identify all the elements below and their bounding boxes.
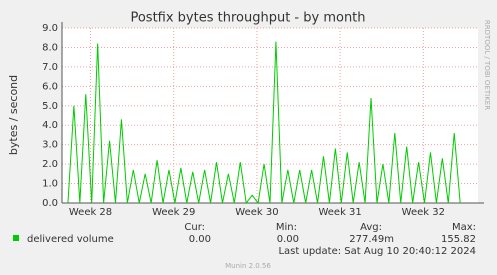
stat-header: Max: xyxy=(452,222,476,233)
stat-value: 0.00 xyxy=(277,234,299,245)
data-line xyxy=(67,41,461,205)
y-tick-label: 0.0 xyxy=(42,198,58,209)
y-tick-label: 6.0 xyxy=(42,81,58,92)
y-tick-label: 4.0 xyxy=(42,120,58,131)
legend-swatch xyxy=(13,235,19,241)
plot-area xyxy=(62,28,478,203)
stat-value: 0.00 xyxy=(189,234,211,245)
y-axis-label: bytes / second xyxy=(7,75,20,155)
chart-title: Postfix bytes throughput - by month xyxy=(130,11,365,26)
x-tick-label: Week 31 xyxy=(318,207,361,218)
footer: Munin 2.0.56 xyxy=(225,262,271,270)
side-label: RRDTOOL / TOBI OETIKER xyxy=(483,20,491,110)
stat-header: Min: xyxy=(276,222,297,233)
last-update: Last update: Sat Aug 10 20:40:12 2024 xyxy=(278,246,476,257)
y-tick-label: 3.0 xyxy=(42,140,58,151)
stat-header: Cur: xyxy=(184,222,205,233)
stat-value: 277.49m xyxy=(349,234,394,245)
y-tick-label: 5.0 xyxy=(42,101,58,112)
x-tick-label: Week 28 xyxy=(69,207,112,218)
y-tick-label: 7.0 xyxy=(42,62,58,73)
y-tick-label: 8.0 xyxy=(42,42,58,53)
y-tick-label: 2.0 xyxy=(42,159,58,170)
legend-label: delivered volume xyxy=(27,234,114,245)
x-tick-label: Week 29 xyxy=(152,207,195,218)
y-tick-label: 1.0 xyxy=(42,179,58,190)
stat-value: 155.82 xyxy=(441,234,476,245)
x-tick-label: Week 30 xyxy=(235,207,278,218)
y-tick-label: 9.0 xyxy=(42,23,58,34)
stat-header: Avg: xyxy=(360,222,382,233)
x-tick-label: Week 32 xyxy=(402,207,445,218)
